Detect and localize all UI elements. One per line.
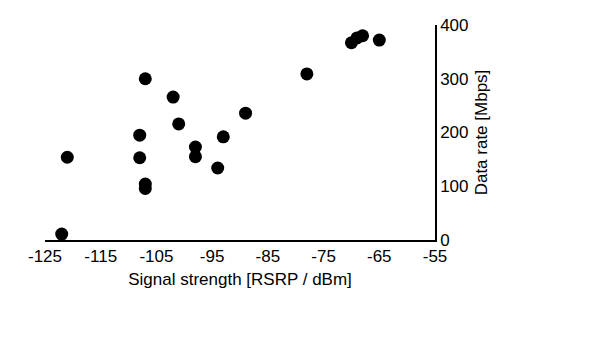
svg-text:-75: -75	[311, 247, 336, 266]
svg-text:-65: -65	[367, 247, 392, 266]
svg-text:-125: -125	[28, 247, 62, 266]
svg-text:100: 100	[440, 177, 468, 196]
svg-text:Signal strength [RSRP / dBm]: Signal strength [RSRP / dBm]	[128, 270, 352, 289]
svg-text:400: 400	[440, 16, 468, 35]
svg-text:-105: -105	[139, 247, 173, 266]
svg-text:300: 300	[440, 70, 468, 89]
svg-text:-115: -115	[84, 247, 117, 266]
svg-text:-85: -85	[256, 247, 281, 266]
svg-text:-55: -55	[423, 247, 448, 266]
svg-text:200: 200	[440, 123, 468, 142]
svg-text:-95: -95	[200, 247, 225, 266]
svg-text:Data rate [Mbps]: Data rate [Mbps]	[472, 70, 491, 196]
svg-text:0: 0	[440, 231, 449, 250]
